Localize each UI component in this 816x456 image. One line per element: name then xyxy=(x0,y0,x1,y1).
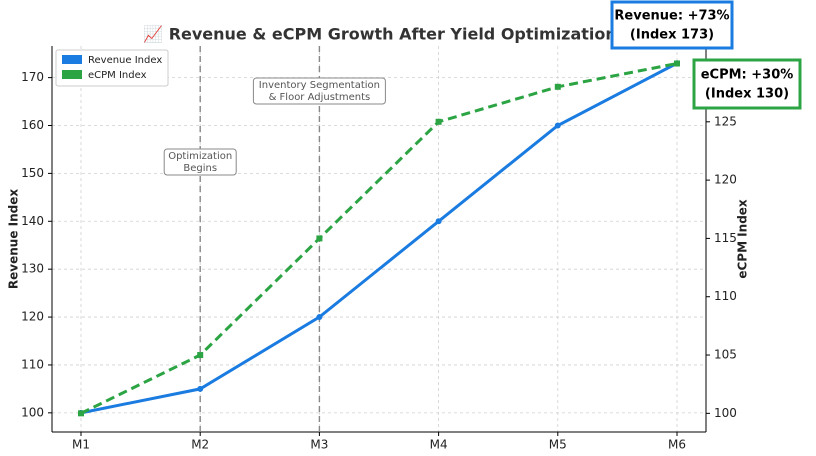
point xyxy=(78,410,84,417)
callout-text: (Index 173) xyxy=(630,28,714,43)
legend-swatch xyxy=(62,70,82,79)
x-tick-label: M3 xyxy=(310,438,328,452)
x-tick-label: M4 xyxy=(430,438,448,452)
y-tick-label: 140 xyxy=(21,214,44,228)
annotation-text: Inventory Segmentation xyxy=(259,80,380,91)
point xyxy=(316,314,323,321)
y-tick-label: 110 xyxy=(21,357,44,371)
point xyxy=(197,352,204,359)
y2-tick-label: 105 xyxy=(714,348,737,362)
point xyxy=(554,83,561,90)
y2-tick-label: 110 xyxy=(714,289,737,303)
annotation-text: Begins xyxy=(183,163,217,174)
y-tick-label: 130 xyxy=(21,262,44,276)
point xyxy=(674,60,680,67)
callout-text: (Index 130) xyxy=(705,87,789,102)
y2-tick-label: 120 xyxy=(714,173,737,187)
y2-tick-label: 115 xyxy=(714,231,737,245)
y-tick-label: 100 xyxy=(21,405,44,419)
y2-tick-label: 100 xyxy=(714,406,737,420)
point xyxy=(435,218,442,225)
chart-title: 📈 Revenue & eCPM Growth After Yield Opti… xyxy=(143,25,617,44)
point xyxy=(316,235,323,242)
y2-axis-label: eCPM Index xyxy=(736,199,750,279)
callout-text: eCPM: +30% xyxy=(701,68,794,83)
x-tick-label: M5 xyxy=(549,438,567,452)
legend-box xyxy=(55,49,169,87)
series-line xyxy=(80,62,678,415)
x-tick-label: M6 xyxy=(668,438,686,452)
point xyxy=(554,122,561,129)
annotation-box xyxy=(163,148,237,176)
legend-swatch xyxy=(62,55,82,64)
callout-box xyxy=(610,0,734,50)
legend-label: Revenue Index xyxy=(88,55,162,66)
y-axis-label: Revenue Index xyxy=(7,189,21,289)
callout-box xyxy=(692,58,802,110)
x-tick-label: M1 xyxy=(72,438,90,452)
legend-label: eCPM Index xyxy=(88,70,147,81)
annotation-box xyxy=(252,77,386,105)
y-tick-label: 170 xyxy=(21,70,44,84)
annotation-text: & Floor Adjustments xyxy=(269,92,371,103)
y-tick-label: 120 xyxy=(21,310,44,324)
y-tick-label: 160 xyxy=(21,118,44,132)
point xyxy=(435,118,442,125)
y2-tick-label: 125 xyxy=(714,114,737,128)
point xyxy=(197,385,204,392)
callout-text: Revenue: +73% xyxy=(614,9,729,24)
x-tick-label: M2 xyxy=(191,438,209,452)
annotation-text: Optimization xyxy=(168,151,232,162)
series-line xyxy=(80,61,678,415)
y-tick-label: 150 xyxy=(21,166,44,180)
